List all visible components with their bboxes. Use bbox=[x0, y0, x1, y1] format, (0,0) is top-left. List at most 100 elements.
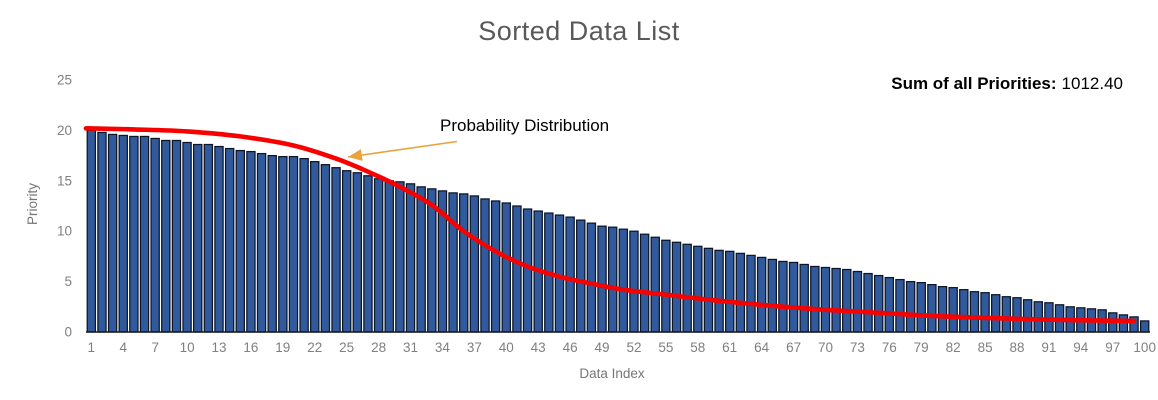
bar bbox=[671, 241, 682, 333]
x-tick-label: 22 bbox=[307, 340, 322, 355]
bar bbox=[480, 198, 490, 333]
y-tick-label: 5 bbox=[64, 274, 72, 289]
annotation-label: Probability Distribution bbox=[440, 116, 610, 135]
x-tick-label: 61 bbox=[722, 340, 737, 355]
bar bbox=[246, 150, 256, 333]
bar bbox=[895, 278, 905, 333]
bar bbox=[852, 270, 863, 333]
x-tick-label: 37 bbox=[467, 340, 482, 355]
bar bbox=[980, 292, 990, 333]
bar bbox=[214, 145, 224, 333]
bar bbox=[107, 133, 118, 333]
x-tick-label: 28 bbox=[371, 340, 386, 355]
bar bbox=[363, 175, 373, 333]
bar bbox=[278, 155, 288, 333]
bar bbox=[661, 239, 671, 333]
y-axis-ticks: 0 5 10 15 20 25 bbox=[57, 73, 72, 340]
bar bbox=[192, 143, 203, 333]
bar bbox=[565, 216, 575, 333]
y-tick-label: 15 bbox=[57, 173, 72, 188]
bar bbox=[650, 236, 660, 333]
chart-title: Sorted Data List bbox=[478, 16, 680, 46]
bar bbox=[299, 157, 309, 333]
x-tick-label: 100 bbox=[1133, 340, 1156, 355]
x-tick-label: 73 bbox=[850, 340, 865, 355]
bar bbox=[171, 139, 182, 333]
bar bbox=[756, 256, 767, 333]
bar bbox=[714, 249, 724, 333]
x-tick-label: 4 bbox=[119, 340, 127, 355]
x-tick-label: 25 bbox=[339, 340, 354, 355]
bar bbox=[224, 147, 235, 333]
bar bbox=[873, 274, 884, 333]
x-tick-label: 43 bbox=[531, 340, 546, 355]
bar bbox=[724, 250, 735, 333]
bar bbox=[1033, 301, 1044, 333]
bar bbox=[384, 180, 394, 333]
x-tick-label: 94 bbox=[1073, 340, 1089, 355]
bar bbox=[576, 219, 586, 333]
x-axis-ticks: 1 4 7 10 13 16 19 22 25 28 31 34 37 40 43 46 49 52 55 58 61 6… bbox=[88, 340, 1156, 355]
bar bbox=[586, 222, 597, 333]
bar bbox=[1001, 296, 1012, 333]
x-tick-label: 88 bbox=[1009, 340, 1024, 355]
bar bbox=[1118, 314, 1129, 333]
bar bbox=[969, 291, 980, 333]
sum-value: 1012.40 bbox=[1061, 74, 1123, 93]
bar bbox=[161, 139, 171, 333]
bar bbox=[118, 134, 128, 333]
y-tick-label: 25 bbox=[57, 73, 72, 88]
bar bbox=[501, 202, 512, 333]
bar bbox=[288, 155, 299, 333]
bar bbox=[948, 287, 958, 333]
bar bbox=[182, 141, 192, 333]
bar bbox=[490, 200, 501, 333]
x-tick-label: 13 bbox=[211, 340, 226, 355]
bar bbox=[831, 267, 841, 333]
x-axis-title: Data Index bbox=[579, 366, 645, 381]
x-tick-label: 55 bbox=[658, 340, 673, 355]
bar bbox=[97, 131, 107, 333]
bar bbox=[352, 172, 363, 333]
bar bbox=[395, 181, 405, 333]
bar bbox=[256, 152, 267, 333]
y-tick-label: 10 bbox=[57, 224, 72, 239]
bar bbox=[203, 143, 214, 333]
x-tick-label: 85 bbox=[978, 340, 993, 355]
bar bbox=[86, 129, 97, 333]
bar bbox=[618, 228, 629, 333]
bar bbox=[842, 268, 852, 333]
bar bbox=[788, 261, 799, 333]
x-tick-label: 10 bbox=[180, 340, 195, 355]
x-tick-label: 40 bbox=[499, 340, 514, 355]
bar bbox=[150, 137, 160, 333]
y-axis-title: Priority bbox=[25, 183, 40, 225]
bar bbox=[778, 260, 788, 333]
bar bbox=[607, 226, 618, 333]
bar bbox=[810, 265, 820, 333]
bar bbox=[235, 149, 246, 333]
bar bbox=[927, 283, 937, 333]
x-tick-label: 91 bbox=[1041, 340, 1056, 355]
bar bbox=[139, 135, 150, 333]
bar bbox=[597, 225, 607, 333]
y-tick-label: 0 bbox=[64, 325, 72, 340]
bar bbox=[427, 188, 437, 333]
x-tick-label: 7 bbox=[151, 340, 159, 355]
x-tick-label: 49 bbox=[594, 340, 609, 355]
bar bbox=[863, 272, 873, 333]
bar bbox=[458, 193, 469, 333]
bar bbox=[884, 276, 895, 333]
bar bbox=[1012, 297, 1022, 333]
x-tick-label: 97 bbox=[1105, 340, 1120, 355]
x-tick-label: 67 bbox=[786, 340, 801, 355]
bar bbox=[416, 186, 426, 333]
annotation-arrow bbox=[347, 140, 458, 161]
x-tick-label: 1 bbox=[88, 340, 96, 355]
bar bbox=[767, 258, 778, 333]
x-tick-label: 34 bbox=[435, 340, 451, 355]
x-tick-label: 46 bbox=[563, 340, 578, 355]
bar bbox=[746, 254, 756, 333]
